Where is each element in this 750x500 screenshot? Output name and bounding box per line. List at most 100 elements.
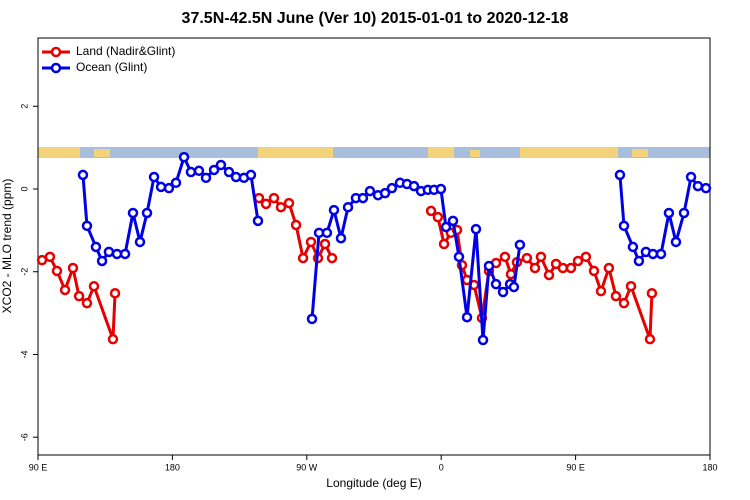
data-point	[328, 204, 340, 216]
data-point	[435, 183, 447, 195]
data-point	[432, 211, 444, 223]
data-point	[499, 251, 511, 263]
chart-title: 37.5N-42.5N June (Ver 10) 2015-01-01 to …	[182, 10, 569, 27]
data-point	[595, 285, 607, 297]
data-point	[119, 248, 131, 260]
data-point	[245, 169, 257, 181]
land-strip	[470, 150, 480, 157]
data-point	[408, 180, 420, 192]
data-point	[109, 287, 121, 299]
y-tick-label: 2	[19, 104, 29, 109]
data-point	[111, 248, 123, 260]
data-point	[514, 239, 526, 251]
data-point	[483, 260, 495, 272]
data-point	[364, 185, 376, 197]
data-point	[141, 207, 153, 219]
data-point	[646, 287, 658, 299]
data-point	[96, 255, 108, 267]
data-point	[610, 290, 622, 302]
data-point	[67, 262, 79, 274]
data-point	[470, 223, 482, 235]
y-axis-label: XCO2 - MLO trend (ppm)	[0, 179, 14, 314]
data-point	[321, 227, 333, 239]
data-point	[614, 169, 626, 181]
data-point	[386, 182, 398, 194]
data-point	[588, 265, 600, 277]
x-tick-label: 90 E	[566, 462, 585, 472]
data-point	[90, 241, 102, 253]
y-tick-label: -4	[19, 350, 29, 358]
data-point	[305, 236, 317, 248]
x-tick-label: 90 W	[296, 462, 318, 472]
data-point	[335, 232, 347, 244]
data-point	[252, 215, 264, 227]
data-point	[508, 281, 520, 293]
data-point	[633, 255, 645, 267]
data-point	[357, 192, 369, 204]
data-point	[627, 241, 639, 253]
x-axis-label: Longitude (deg E)	[326, 476, 421, 490]
data-point	[193, 165, 205, 177]
data-point	[603, 262, 615, 274]
data-point	[297, 252, 309, 264]
legend-marker	[50, 46, 62, 58]
y-tick-label: -6	[19, 433, 29, 441]
data-point	[438, 238, 450, 250]
data-point	[200, 172, 212, 184]
data-point	[170, 177, 182, 189]
data-point	[447, 215, 459, 227]
data-point	[625, 280, 637, 292]
data-point	[103, 246, 115, 258]
data-point	[521, 252, 533, 264]
land-strip	[428, 147, 454, 158]
data-point	[505, 268, 517, 280]
data-point	[223, 166, 235, 178]
data-point	[342, 201, 354, 213]
data-point	[453, 251, 465, 263]
data-point	[319, 238, 331, 250]
data-point	[148, 171, 160, 183]
data-point	[77, 169, 89, 181]
data-point	[73, 290, 85, 302]
data-point	[134, 236, 146, 248]
land-strip	[38, 147, 80, 158]
land-strip	[94, 149, 110, 157]
data-point	[268, 192, 280, 204]
data-point	[700, 182, 712, 194]
x-tick-label: 180	[702, 462, 717, 472]
data-point	[178, 151, 190, 163]
data-point	[127, 207, 139, 219]
data-point	[497, 286, 509, 298]
plot-frame	[37, 37, 711, 456]
data-point	[572, 255, 584, 267]
land-strip	[632, 149, 648, 157]
data-point	[644, 333, 656, 345]
series-line	[41, 255, 117, 341]
data-point	[490, 278, 502, 290]
data-point	[692, 180, 704, 192]
data-point	[425, 205, 437, 217]
data-point	[543, 269, 555, 281]
data-point	[618, 220, 630, 232]
data-point	[655, 248, 667, 260]
data-point	[275, 201, 287, 213]
legend-label: Land (Nadir&Glint)	[76, 44, 175, 58]
land-strip	[258, 147, 333, 158]
data-point	[618, 297, 630, 309]
data-point	[260, 198, 272, 210]
data-point	[477, 334, 489, 346]
x-tick-label: 0	[439, 462, 444, 472]
legend-marker	[50, 62, 62, 74]
data-point	[379, 187, 391, 199]
data-point	[51, 265, 63, 277]
data-point	[306, 313, 318, 325]
data-point	[529, 262, 541, 274]
legend-label: Ocean (Glint)	[76, 60, 147, 74]
data-point	[283, 197, 295, 209]
data-point	[326, 252, 338, 264]
data-point	[185, 166, 197, 178]
data-point	[461, 311, 473, 323]
data-point	[81, 220, 93, 232]
data-point	[535, 251, 547, 263]
